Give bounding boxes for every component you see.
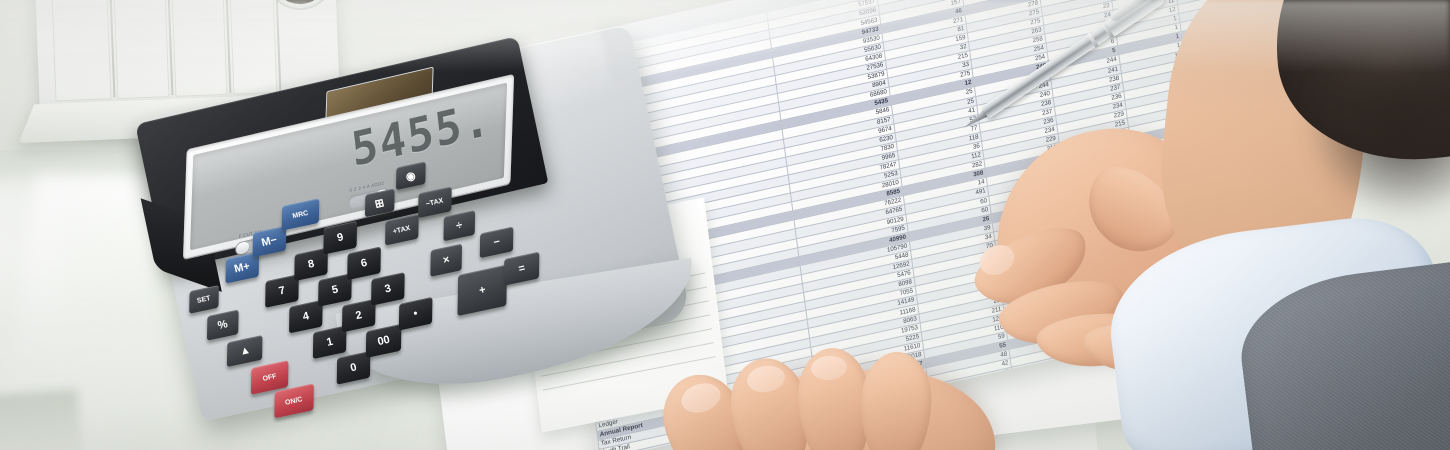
multiply-key-label: × xyxy=(441,253,451,267)
divide-key[interactable]: ÷ xyxy=(443,210,476,242)
digit-2-key-label: 2 xyxy=(354,309,364,323)
backspace-key-label: ▲ xyxy=(238,344,252,359)
digit-9-key-label: 9 xyxy=(335,231,345,245)
desk-edge-shadow xyxy=(0,388,83,450)
binder-panel-3 xyxy=(171,0,228,97)
backspace-key[interactable]: ▲ xyxy=(226,335,263,368)
percent-key-label: % xyxy=(216,318,229,333)
digit-9-key[interactable]: 9 xyxy=(323,220,358,255)
binder-panel-1 xyxy=(51,0,112,102)
double-zero-key-label: 00 xyxy=(376,333,391,349)
sign-change-key[interactable]: ⊞ xyxy=(364,188,395,218)
left-finger-4 xyxy=(858,350,934,450)
hair-soft-edge xyxy=(1305,80,1450,220)
set-key-label: SET xyxy=(196,294,212,305)
set-key[interactable]: SET xyxy=(189,285,219,314)
digit-8-key-label: 8 xyxy=(306,257,316,271)
digit-3-key[interactable]: 3 xyxy=(371,272,405,306)
add-tax-key-label: +TAX xyxy=(392,224,412,236)
memory-plus-key-label: M+ xyxy=(233,260,252,276)
digit-5-key-label: 5 xyxy=(330,283,340,297)
double-zero-key[interactable]: 00 xyxy=(365,323,402,359)
rounding-switch-knob[interactable] xyxy=(236,240,250,256)
grand-total-key-label: ◉ xyxy=(404,169,417,184)
binder-panel-4 xyxy=(229,0,278,95)
on-clear-key-label: ON/C xyxy=(284,395,304,407)
digit-0-key-label: 0 xyxy=(349,361,358,375)
on-clear-key[interactable]: ON/C xyxy=(274,383,314,419)
memory-recall-key-label: MRC xyxy=(291,209,310,220)
multiply-key[interactable]: × xyxy=(430,243,463,277)
digit-6-key[interactable]: 6 xyxy=(347,246,381,281)
digit-3-key-label: 3 xyxy=(383,282,393,296)
binder-panel-2 xyxy=(113,0,170,100)
sign-change-key-label: ⊞ xyxy=(374,196,386,211)
equals-key-label: = xyxy=(517,262,527,276)
add-key-label: + xyxy=(477,283,487,297)
minus-tax-key[interactable]: −TAX xyxy=(418,186,452,219)
businessman xyxy=(1100,0,1450,450)
digit-6-key-label: 6 xyxy=(359,256,369,270)
decimal-point-key-label: • xyxy=(412,307,419,321)
digit-7-key-label: 7 xyxy=(277,284,287,298)
minus-tax-key-label: −TAX xyxy=(425,196,445,208)
add-tax-key[interactable]: +TAX xyxy=(385,213,419,246)
add-key[interactable]: + xyxy=(457,264,508,317)
digit-4-key-label: 4 xyxy=(301,310,311,324)
equals-key[interactable]: = xyxy=(503,251,540,286)
percent-key[interactable]: % xyxy=(206,309,239,341)
divide-key-label: ÷ xyxy=(454,219,464,233)
subtract-key-label: − xyxy=(492,235,502,249)
decimal-point-key[interactable]: • xyxy=(398,296,433,331)
digit-1-key-label: 1 xyxy=(325,335,335,349)
off-key-label: OFF xyxy=(262,372,278,383)
memory-minus-key-label: M− xyxy=(260,233,279,250)
subtract-key[interactable]: − xyxy=(479,226,514,259)
